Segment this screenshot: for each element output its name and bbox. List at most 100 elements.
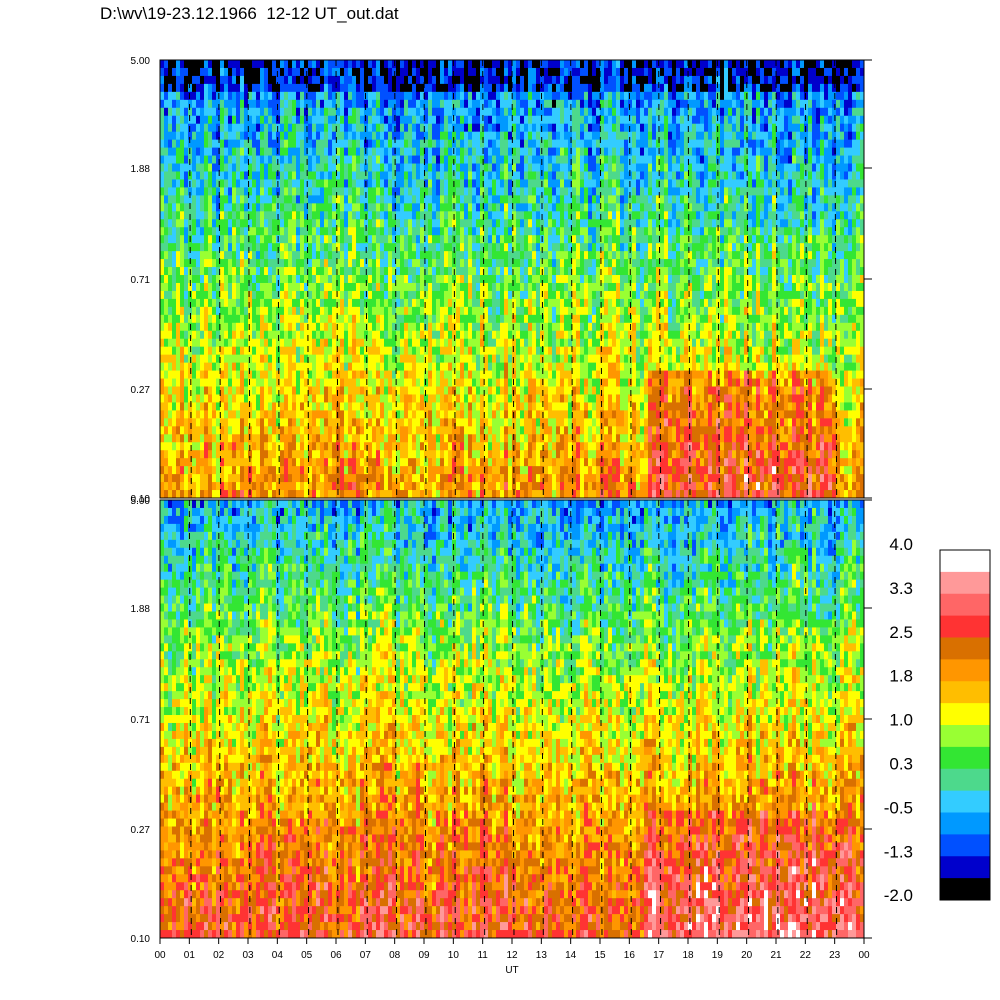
heatmap-cell <box>336 91 341 101</box>
heatmap-cell <box>324 386 329 396</box>
heatmap-cell <box>424 163 429 173</box>
heatmap-cell <box>508 282 513 292</box>
heatmap-cell <box>288 155 293 165</box>
heatmap-cell <box>272 434 277 443</box>
heatmap-cell <box>492 179 497 189</box>
heatmap-cell <box>212 290 217 300</box>
heatmap-cell <box>480 235 485 244</box>
heatmap-cell <box>448 83 453 93</box>
heatmap-cell <box>392 394 397 404</box>
heatmap-cell <box>428 251 433 260</box>
heatmap-cell <box>472 123 477 133</box>
heatmap-cell <box>292 163 297 173</box>
heatmap-cell <box>232 458 237 467</box>
heatmap-cell <box>428 306 433 316</box>
heatmap-cell <box>284 466 289 475</box>
heatmap-cell <box>288 83 293 93</box>
heatmap-cell <box>344 354 349 364</box>
heatmap-cell <box>236 314 241 324</box>
heatmap-cell <box>348 298 353 308</box>
heatmap-cell <box>412 107 417 117</box>
heatmap-cell <box>324 322 329 332</box>
heatmap-cell <box>320 139 325 149</box>
heatmap-cell <box>388 306 393 316</box>
heatmap-cell <box>496 171 501 181</box>
heatmap-cell <box>252 418 257 427</box>
heatmap-cell <box>284 147 289 157</box>
heatmap-cell <box>392 466 397 475</box>
heatmap-cell <box>448 434 453 443</box>
heatmap-cell <box>248 370 253 380</box>
heatmap-cell <box>328 442 333 451</box>
heatmap-cell <box>276 306 281 316</box>
heatmap-cell <box>308 386 313 396</box>
heatmap-cell <box>336 378 341 388</box>
heatmap-cell <box>448 123 453 133</box>
heatmap-cell <box>292 450 297 459</box>
heatmap-cell <box>272 314 277 324</box>
heatmap-cell <box>172 227 177 236</box>
heatmap-cell <box>316 275 321 284</box>
heatmap-cell <box>180 354 185 364</box>
heatmap-cell <box>204 370 209 380</box>
heatmap-cell <box>496 211 501 220</box>
heatmap-cell <box>280 282 285 292</box>
heatmap-cell <box>480 259 485 268</box>
heatmap-cell <box>384 227 389 236</box>
heatmap-cell <box>380 203 385 212</box>
heatmap-cell <box>480 203 485 212</box>
heatmap-cell <box>244 378 249 388</box>
heatmap-cell <box>396 195 401 204</box>
heatmap-cell <box>176 60 181 69</box>
heatmap-cell <box>292 466 297 475</box>
heatmap-cell <box>176 211 181 220</box>
heatmap-cell <box>328 259 333 268</box>
heatmap-cell <box>364 338 369 348</box>
heatmap-cell <box>304 338 309 348</box>
heatmap-cell <box>184 219 189 228</box>
heatmap-cell <box>416 322 421 332</box>
heatmap-cell <box>220 346 225 356</box>
heatmap-cell <box>448 354 453 364</box>
heatmap-cell <box>252 147 257 157</box>
heatmap-cell <box>388 442 393 451</box>
heatmap-cell <box>344 99 349 109</box>
heatmap-cell <box>204 211 209 220</box>
heatmap-cell <box>416 179 421 189</box>
heatmap-cell <box>320 418 325 427</box>
heatmap-cell <box>368 330 373 340</box>
heatmap-cell <box>432 139 437 149</box>
heatmap-cell <box>484 75 489 85</box>
heatmap-cell <box>184 314 189 324</box>
heatmap-cell <box>464 410 469 419</box>
heatmap-cell <box>340 115 345 125</box>
heatmap-cell <box>504 219 509 228</box>
heatmap-cell <box>328 83 333 93</box>
heatmap-cell <box>180 131 185 141</box>
heatmap-cell <box>328 338 333 348</box>
heatmap-cell <box>388 219 393 228</box>
heatmap-cell <box>208 426 213 435</box>
heatmap-cell <box>496 450 501 459</box>
heatmap-cell <box>384 386 389 396</box>
heatmap-cell <box>476 115 481 125</box>
heatmap-cell <box>388 410 393 419</box>
heatmap-cell <box>260 115 265 125</box>
heatmap-cell <box>200 482 205 491</box>
heatmap-cell <box>408 91 413 101</box>
heatmap-cell <box>196 442 201 451</box>
heatmap-cell <box>496 139 501 149</box>
heatmap-cell <box>372 171 377 181</box>
heatmap-cell <box>236 123 241 133</box>
heatmap-cell <box>288 91 293 101</box>
heatmap-cell <box>228 147 233 157</box>
heatmap-cell <box>424 91 429 101</box>
heatmap-cell <box>428 163 433 173</box>
heatmap-cell <box>380 235 385 244</box>
heatmap-cell <box>268 338 273 348</box>
heatmap-cell <box>164 67 169 77</box>
heatmap-cell <box>184 67 189 77</box>
heatmap-cell <box>264 107 269 117</box>
heatmap-cell <box>372 378 377 388</box>
heatmap-cell <box>500 290 505 300</box>
